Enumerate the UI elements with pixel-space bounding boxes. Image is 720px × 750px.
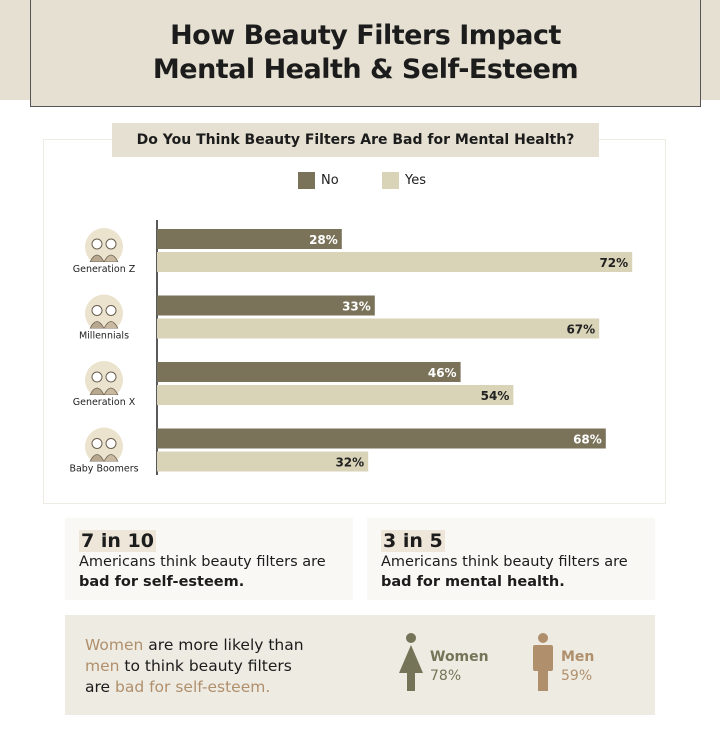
data-label: 32% [335,456,364,470]
category-label: Millennials [79,331,129,342]
chart-title: Do You Think Beauty Filters Are Bad for … [112,123,599,157]
category-label-bg [66,262,142,275]
women-stat: Women 78% [430,649,489,684]
avatar-millennials [85,294,123,333]
bar-yes [157,451,369,472]
data-label: 72% [599,256,628,270]
category-label: Baby Boomers [69,464,138,475]
avatar-baby-boomers [85,427,123,466]
legend-swatch-yes [382,172,399,189]
bar-no [157,362,461,382]
category-label-bg [66,328,142,342]
bar-yes [157,252,633,272]
category-label-bg [66,461,142,475]
bar-no [157,229,342,249]
stat-card-mental-health: 3 in 5 Americans think beauty filters ar… [367,518,655,600]
bar-yes [157,318,600,339]
category-label-bg [66,395,142,408]
data-label: 67% [566,323,595,337]
men-stat: Men 59% [561,649,595,684]
category-label: Generation Z [73,264,136,275]
legend-no: No [298,172,339,189]
data-label: 33% [342,300,371,314]
data-label: 54% [481,389,510,403]
avatar-generation-x [85,361,123,399]
avatar-generation-z [85,228,123,266]
woman-icon [399,633,423,691]
legend-swatch-no [298,172,315,189]
bar-yes [157,385,514,405]
bar-no [157,428,606,449]
data-label: 68% [573,433,602,447]
gender-comparison: Women are more likely than men to think … [65,615,655,715]
category-label: Generation X [73,397,136,408]
data-label: 46% [428,366,457,380]
gender-statement: Women are more likely than men to think … [85,636,304,696]
title-box: How Beauty Filters Impact Mental Health &… [30,0,701,107]
page-title: How Beauty Filters Impact Mental Health &… [152,19,579,85]
stat-card-self-esteem: 7 in 10 Americans think beauty filters a… [65,518,353,600]
legend-yes: Yes [382,172,426,189]
data-label: 28% [309,233,338,247]
bar-no [157,295,375,316]
man-icon [533,633,553,691]
